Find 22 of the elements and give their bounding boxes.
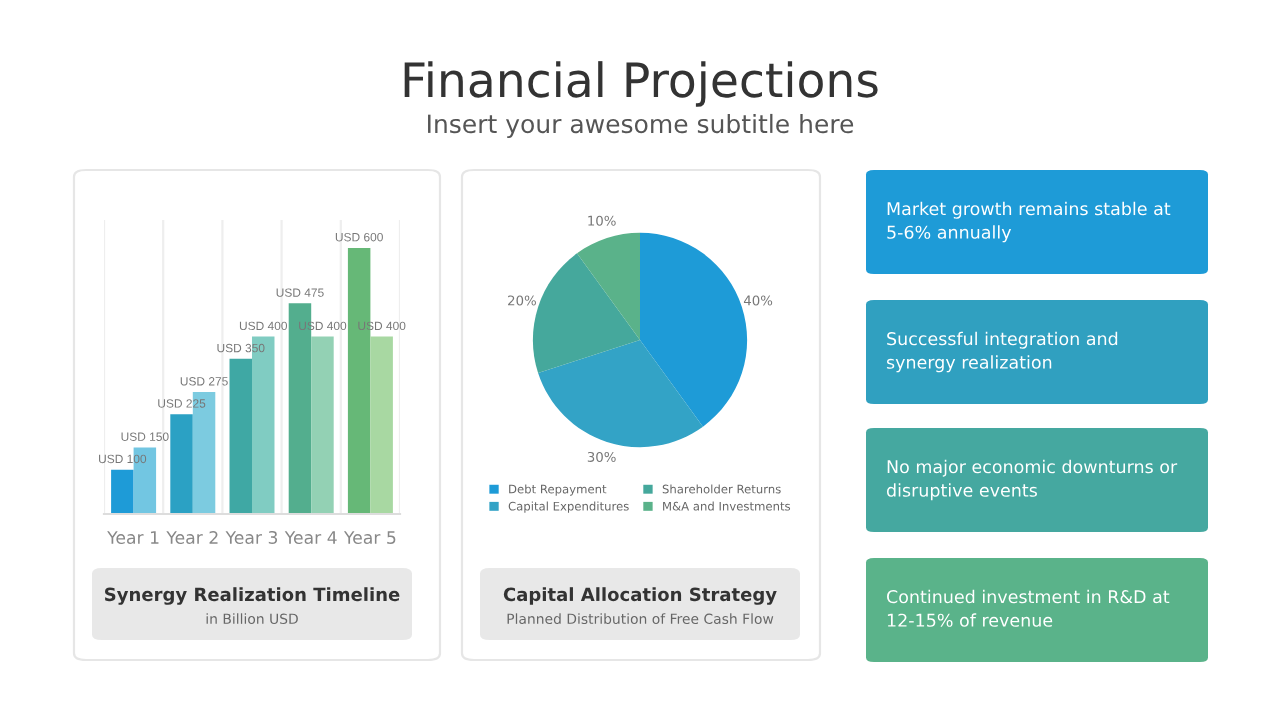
x-tick-label: Year 5 bbox=[343, 531, 396, 544]
text: Successful integration and synergy realization bbox=[886, 331, 1118, 373]
text: Market growth remains stable at 5-6% annually bbox=[887, 201, 1171, 243]
text: Insert your awesome subtitle here bbox=[428, 113, 854, 139]
x-tick-label: Year 2 bbox=[166, 530, 218, 544]
pie-slice bbox=[577, 232, 640, 340]
bar bbox=[229, 358, 252, 514]
x-tick-label: Year 4 bbox=[284, 531, 337, 544]
bar bbox=[111, 469, 134, 514]
text: Continued investment in R&D at 12-15% of revenue bbox=[886, 589, 1170, 627]
text: Capital Allocation Strategy bbox=[503, 587, 777, 605]
text: Financial Projections bbox=[404, 61, 878, 107]
bar bbox=[170, 414, 193, 514]
pie-slice bbox=[538, 340, 703, 448]
text: Synergy Realization Timeline bbox=[105, 587, 400, 605]
bar bbox=[311, 336, 334, 514]
text: No major economic downturns or disruptive events bbox=[886, 459, 1178, 501]
pie-slice bbox=[640, 232, 748, 427]
pie-slice bbox=[532, 253, 640, 374]
x-tick-label: Year 3 bbox=[225, 530, 278, 544]
bar bbox=[370, 336, 393, 514]
x-tick-label: Year 1 bbox=[107, 531, 159, 544]
